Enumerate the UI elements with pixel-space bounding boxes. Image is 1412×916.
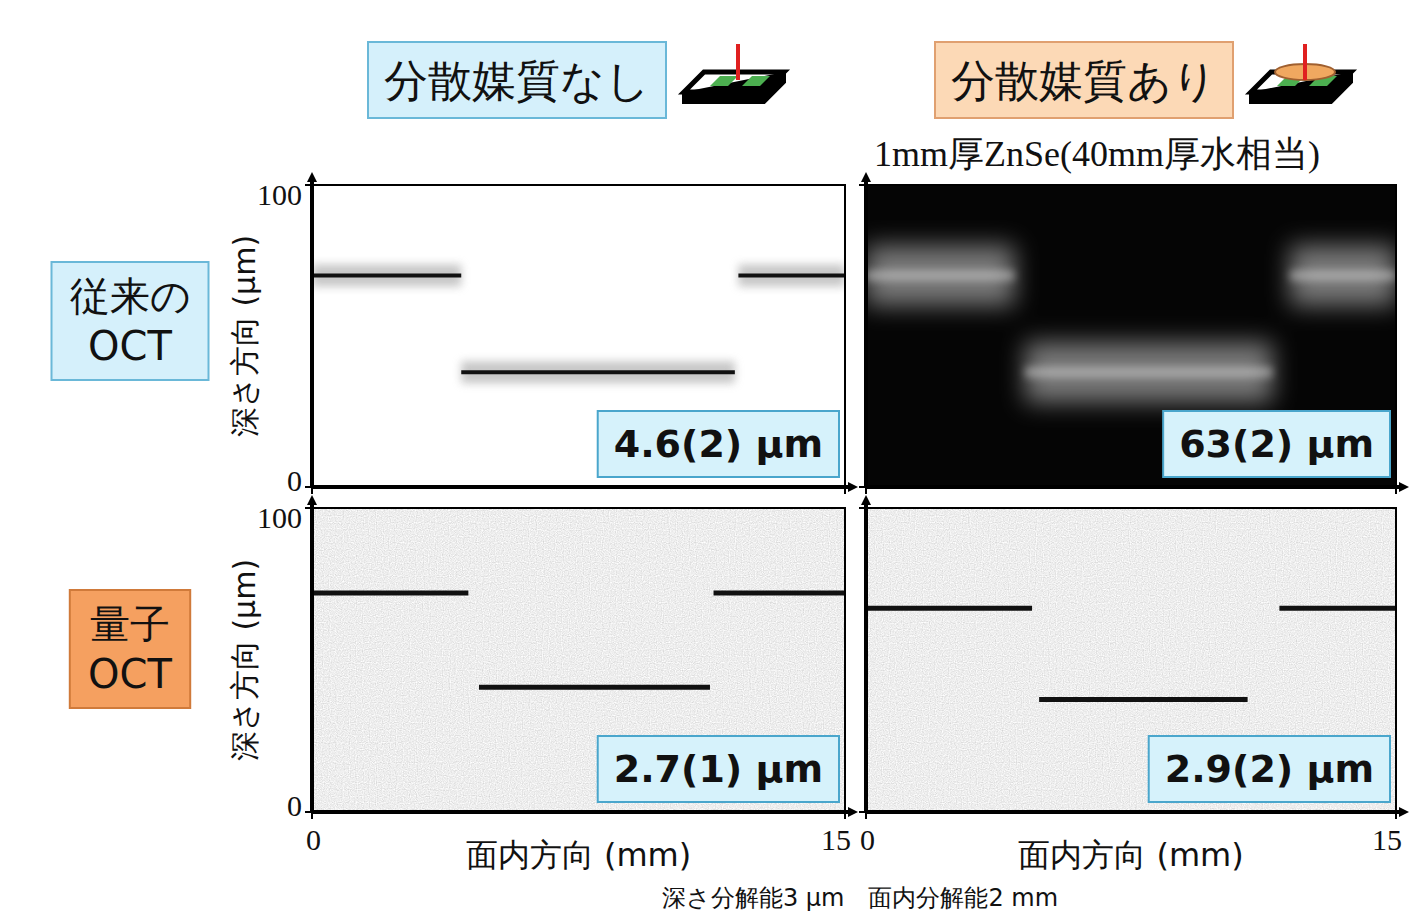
x-tick <box>1395 812 1397 819</box>
icon-beam <box>736 44 740 80</box>
y-axis-title: 深さ方向 (μm) <box>227 559 262 761</box>
row-box <box>52 262 209 380</box>
icon-side <box>684 72 784 102</box>
panel: 0 100 深さ方向 (μm) 4.6(2) μm <box>227 177 853 497</box>
annotation: 4.6(2) μm <box>598 411 839 477</box>
annotation: 2.7(1) μm <box>598 736 839 802</box>
y-tick-label: 100 <box>257 178 302 211</box>
x-axis <box>312 810 853 814</box>
line-halo <box>312 276 845 373</box>
y-tick-label: 100 <box>257 501 302 534</box>
footnote: 深さ分解能3 μm 面内分解能2 mm <box>662 884 1058 912</box>
x-axis-title: 面内方向 (mm) <box>466 836 691 874</box>
x-tick <box>311 487 313 494</box>
annotation: 63(2) μm <box>1163 411 1390 477</box>
y-axis-title: 深さ方向 (μm) <box>227 235 262 437</box>
annotation-text: 4.6(2) μm <box>614 422 823 466</box>
row-text: 量子 <box>90 601 170 647</box>
y-tick <box>859 507 866 509</box>
x-tick <box>844 812 846 819</box>
x-axis <box>312 485 853 489</box>
depth-line <box>312 276 845 373</box>
header-box <box>935 42 1233 118</box>
x-tick <box>1395 487 1397 494</box>
x-tick <box>844 487 846 494</box>
annotation-box <box>598 411 839 477</box>
column-header: 分散媒質あり <box>935 42 1351 118</box>
annotation: 2.9(2) μm <box>1149 736 1390 802</box>
column-header: 分散媒質なし <box>368 42 784 118</box>
background <box>866 185 1396 487</box>
panel: 63(2) μm <box>859 177 1404 494</box>
depth-line <box>312 593 845 687</box>
header-box <box>368 42 666 118</box>
x-tick <box>311 812 313 819</box>
plot-area <box>312 185 845 487</box>
row-text: OCT <box>88 651 172 697</box>
annotation-box <box>1149 736 1390 802</box>
row-text: OCT <box>88 323 172 369</box>
frame <box>312 508 845 812</box>
y-tick <box>305 507 312 509</box>
plot-area <box>866 508 1396 812</box>
sample-icon <box>1251 44 1351 102</box>
icon-pad <box>710 76 738 86</box>
y-tick <box>859 486 866 488</box>
x-tick-label: 0 <box>860 823 875 856</box>
annotation-text: 63(2) μm <box>1179 422 1374 466</box>
annotation-box <box>1163 411 1390 477</box>
annotation-box <box>598 736 839 802</box>
panel: 0 15 面内方向 (mm) 2.9(2) μm <box>859 500 1404 874</box>
figure: 分散媒質なし分散媒質あり1mm厚ZnSe(40mm厚水相当)従来のOCT量子OC… <box>0 0 1412 916</box>
y-axis <box>864 500 868 812</box>
background <box>866 508 1396 812</box>
x-tick-label: 0 <box>306 823 321 856</box>
panel: 0 100 0 15 深さ方向 (μm) 面内方向 (mm) 2.7(1) μm <box>227 500 853 874</box>
plot-area <box>312 508 845 812</box>
plot-area <box>866 185 1396 487</box>
y-axis <box>310 500 314 812</box>
sample-icon <box>684 44 784 102</box>
depth-line <box>866 608 1396 699</box>
y-tick <box>305 811 312 813</box>
y-axis <box>864 177 868 487</box>
subtitle: 1mm厚ZnSe(40mm厚水相当) <box>874 134 1320 174</box>
header-text: 分散媒質なし <box>384 55 650 106</box>
icon-pad <box>742 76 770 86</box>
x-tick <box>865 487 867 494</box>
frame <box>866 185 1396 487</box>
depth-line <box>866 276 1396 373</box>
line-glow <box>866 276 1396 373</box>
x-axis-title: 面内方向 (mm) <box>1018 836 1243 874</box>
y-tick <box>859 811 866 813</box>
y-tick-label: 0 <box>287 464 302 497</box>
y-tick <box>859 184 866 186</box>
y-tick <box>305 486 312 488</box>
row-label: 従来のOCT <box>52 262 209 380</box>
y-axis <box>310 177 314 487</box>
frame <box>866 508 1396 812</box>
background <box>312 508 845 812</box>
x-axis <box>866 810 1404 814</box>
header-text: 分散媒質あり <box>951 55 1217 106</box>
background <box>312 185 845 487</box>
row-text: 従来の <box>70 273 191 319</box>
x-tick-label: 15 <box>1372 823 1402 856</box>
row-label: 量子OCT <box>70 590 190 708</box>
x-axis <box>866 485 1404 489</box>
y-tick-label: 0 <box>287 789 302 822</box>
frame <box>312 185 845 487</box>
annotation-text: 2.9(2) μm <box>1165 747 1374 791</box>
y-tick <box>305 184 312 186</box>
annotation-text: 2.7(1) μm <box>614 747 823 791</box>
row-box <box>70 590 190 708</box>
x-tick <box>865 812 867 819</box>
icon-beam <box>1303 44 1307 80</box>
x-tick-label: 15 <box>821 823 851 856</box>
